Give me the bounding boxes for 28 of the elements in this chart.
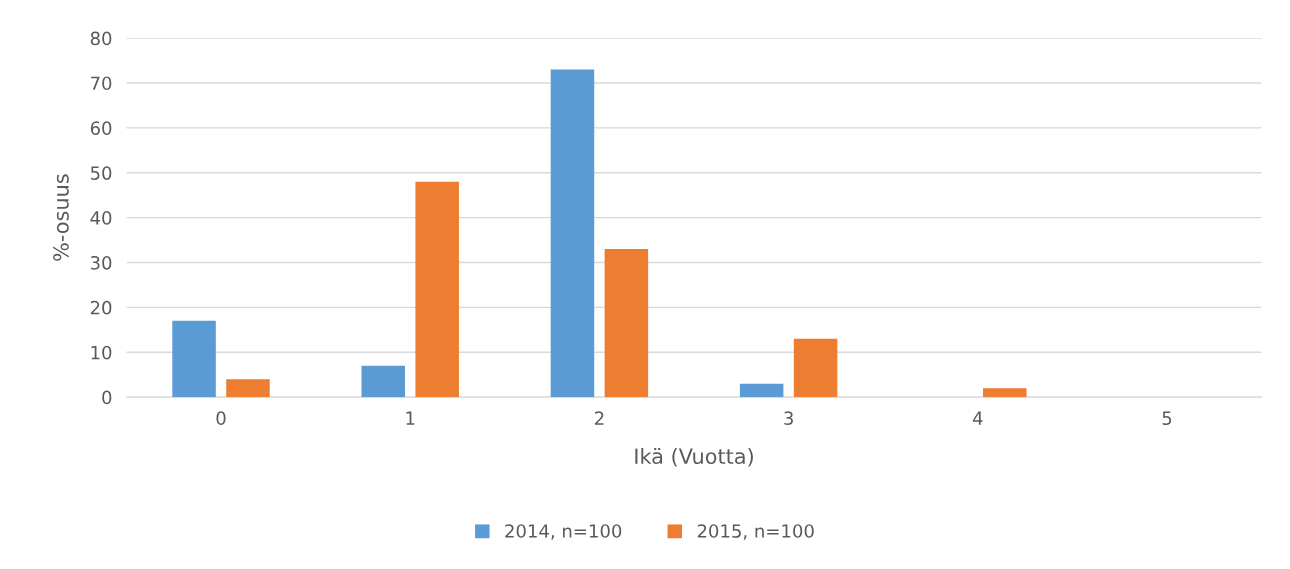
bar [793,338,838,398]
x-tick-label: 5 [1162,411,1172,426]
legend-label: 2015, n=100 [697,524,814,540]
x-tick-label: 2 [595,411,604,425]
bar [550,69,595,398]
bar [739,383,784,398]
y-tick-label: 40 [90,211,112,225]
y-tick-label: 0 [102,390,112,405]
bar [983,388,1027,398]
y-tick-label: 70 [91,76,112,91]
x-tick-label: 1 [406,411,415,425]
x-tick-label: 3 [784,411,793,426]
y-axis-title: %-osuus [53,174,69,261]
y-tick-label: 80 [90,31,112,46]
x-tick-label: 4 [972,411,983,425]
y-tick-label: 30 [90,255,112,270]
x-axis-title: Ikä (Vuotta) [635,447,753,467]
bar [172,320,216,398]
bar [415,181,459,398]
legend-label: 2014, n=100 [505,524,622,540]
bar [361,365,406,398]
y-tick-label: 50 [90,166,112,180]
x-tick-label: 0 [216,411,226,426]
bar [226,379,270,398]
y-tick-label: 60 [90,121,112,135]
y-tick-label: 10 [91,345,112,360]
y-tick-label: 20 [90,300,112,315]
bar [604,249,649,398]
